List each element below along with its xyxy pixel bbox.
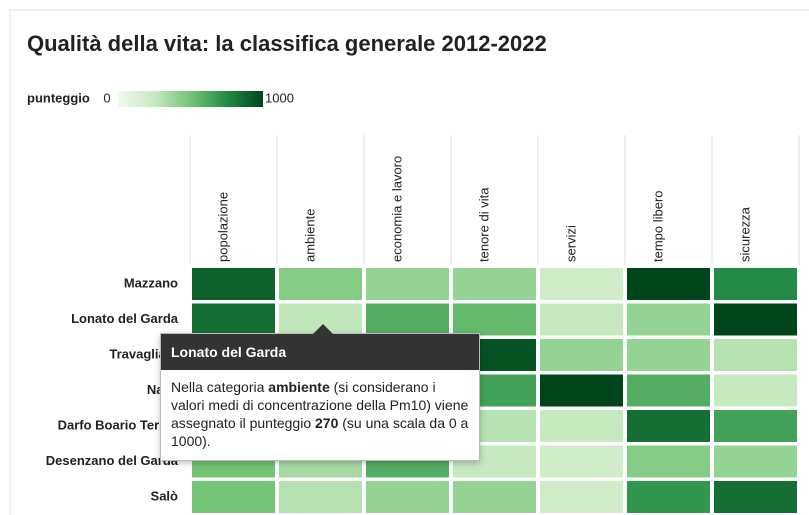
cell bbox=[540, 268, 623, 300]
tooltip-arrow bbox=[313, 324, 333, 334]
cell bbox=[453, 481, 536, 513]
cell bbox=[540, 445, 623, 478]
cell bbox=[366, 481, 449, 513]
tooltip-title: Lonato del Garda bbox=[161, 334, 479, 370]
tooltip-text: Nella categoria bbox=[171, 379, 269, 395]
chart-title: Qualità della vita: la classifica genera… bbox=[27, 31, 547, 56]
legend-min: 0 bbox=[103, 90, 110, 105]
row-label: Salò bbox=[151, 488, 179, 503]
tooltip-text: (si considerano i valori medi di concent… bbox=[171, 379, 469, 431]
cell bbox=[627, 410, 710, 442]
row-label: Desenzano del Garda bbox=[46, 453, 179, 468]
cell bbox=[714, 268, 797, 300]
cell bbox=[453, 268, 536, 300]
tooltip-body: Nella categoria ambiente (si considerano… bbox=[161, 370, 479, 460]
cell bbox=[366, 268, 449, 300]
cell bbox=[366, 303, 449, 336]
frame bbox=[9, 9, 809, 515]
cell bbox=[627, 445, 710, 478]
column-label: tempo libero bbox=[650, 190, 665, 262]
cell bbox=[714, 339, 797, 371]
cell bbox=[540, 374, 623, 407]
cell bbox=[627, 303, 710, 336]
cell bbox=[627, 374, 710, 407]
cell bbox=[714, 410, 797, 442]
cell bbox=[192, 481, 275, 513]
row-label: Mazzano bbox=[124, 275, 178, 290]
tooltip-text: 270 bbox=[315, 415, 339, 431]
cell bbox=[627, 339, 710, 371]
cell bbox=[279, 481, 362, 513]
cell bbox=[192, 303, 275, 336]
column-label: popolazione bbox=[215, 192, 230, 262]
column-label: ambiente bbox=[302, 209, 317, 262]
tooltip: Lonato del Garda Nella categoria ambient… bbox=[160, 324, 480, 461]
cell bbox=[540, 303, 623, 336]
tooltip-text: ambiente bbox=[268, 379, 330, 395]
column-label: servizi bbox=[563, 225, 578, 262]
legend-max: 1000 bbox=[265, 90, 294, 105]
row-label: Darfo Boario Terme bbox=[58, 417, 178, 432]
cell bbox=[714, 303, 797, 336]
column-label: economia e lavoro bbox=[389, 156, 404, 262]
cell bbox=[714, 481, 797, 513]
cell bbox=[714, 374, 797, 407]
cell bbox=[627, 268, 710, 300]
cell bbox=[540, 339, 623, 371]
cell bbox=[540, 410, 623, 442]
cell bbox=[453, 303, 536, 336]
row-label: Lonato del Garda bbox=[71, 311, 179, 326]
cell bbox=[540, 481, 623, 513]
cell bbox=[627, 481, 710, 513]
legend-label: punteggio bbox=[27, 90, 90, 105]
cell bbox=[279, 268, 362, 300]
column-label: tenore di vita bbox=[476, 187, 491, 262]
column-label: sicurezza bbox=[737, 206, 752, 262]
legend-gradient bbox=[118, 91, 263, 107]
cell bbox=[192, 268, 275, 300]
tooltip-text: (su una scala da 0 a 1000). bbox=[171, 415, 469, 449]
cell bbox=[714, 445, 797, 478]
